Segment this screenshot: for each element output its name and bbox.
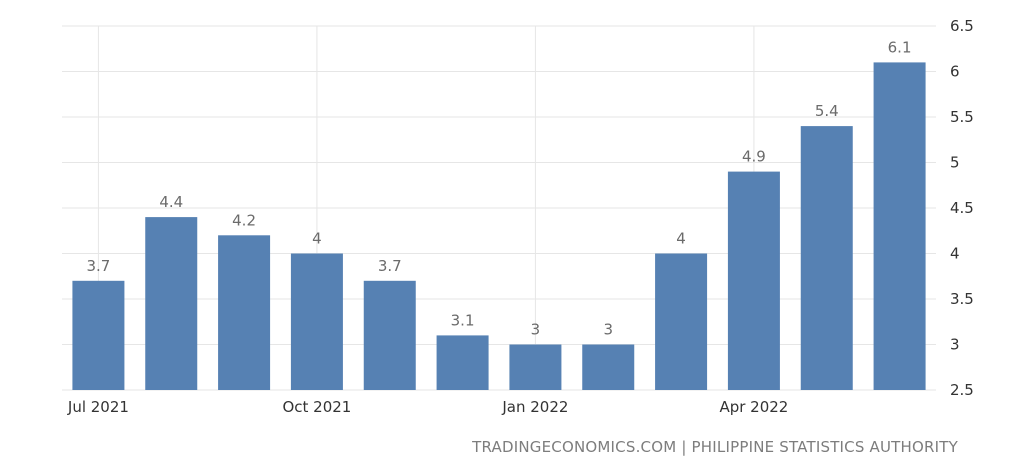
bar [655, 253, 708, 390]
bar-value-label: 3 [531, 321, 541, 339]
y-axis-ticks: 6.5 6 5.5 5 4.5 4 3.5 3 2.5 [950, 17, 974, 399]
bar [436, 335, 489, 390]
y-tick-label: 3 [950, 336, 960, 354]
bar [218, 235, 271, 390]
bar-value-label: 3.7 [378, 257, 402, 275]
y-tick-label: 5.5 [950, 108, 974, 126]
bar [582, 344, 635, 390]
y-tick-label: 5 [950, 154, 960, 172]
bar-value-label: 4.4 [159, 193, 183, 211]
bar [727, 171, 780, 390]
source-credit: TRADINGECONOMICS.COM | PHILIPPINE STATIS… [472, 438, 958, 456]
bar-value-label: 6.1 [888, 38, 912, 56]
bar [72, 280, 125, 390]
x-tick-label: Oct 2021 [282, 398, 351, 416]
bar-value-label: 4 [676, 230, 686, 248]
x-tick-label: Apr 2022 [719, 398, 788, 416]
bars [72, 62, 926, 391]
bar [363, 280, 416, 390]
bar-value-label: 4.9 [742, 148, 766, 166]
y-tick-label: 4 [950, 245, 960, 263]
bar [873, 62, 926, 391]
bar [290, 253, 343, 390]
x-axis-ticks: Jul 2021 Oct 2021 Jan 2022 Apr 2022 [67, 398, 788, 416]
y-tick-label: 4.5 [950, 199, 974, 217]
bar-value-label: 3.1 [451, 311, 475, 329]
bar [800, 126, 853, 390]
bar-value-label: 3 [603, 321, 613, 339]
y-tick-label: 6 [950, 63, 960, 81]
y-tick-label: 6.5 [950, 17, 974, 35]
x-tick-label: Jul 2021 [67, 398, 129, 416]
bar-value-label: 3.7 [86, 257, 110, 275]
bar [509, 344, 562, 390]
bar-value-label: 4.2 [232, 211, 256, 229]
data-labels: 3.7 4.4 4.2 4 3.7 3.1 3 3 4 4.9 5.4 6.1 [86, 38, 911, 338]
x-tick-label: Jan 2022 [501, 398, 568, 416]
y-tick-label: 3.5 [950, 290, 974, 308]
bar [145, 217, 198, 390]
y-tick-label: 2.5 [950, 381, 974, 399]
bar-value-label: 5.4 [815, 102, 839, 120]
bar-value-label: 4 [312, 230, 322, 248]
